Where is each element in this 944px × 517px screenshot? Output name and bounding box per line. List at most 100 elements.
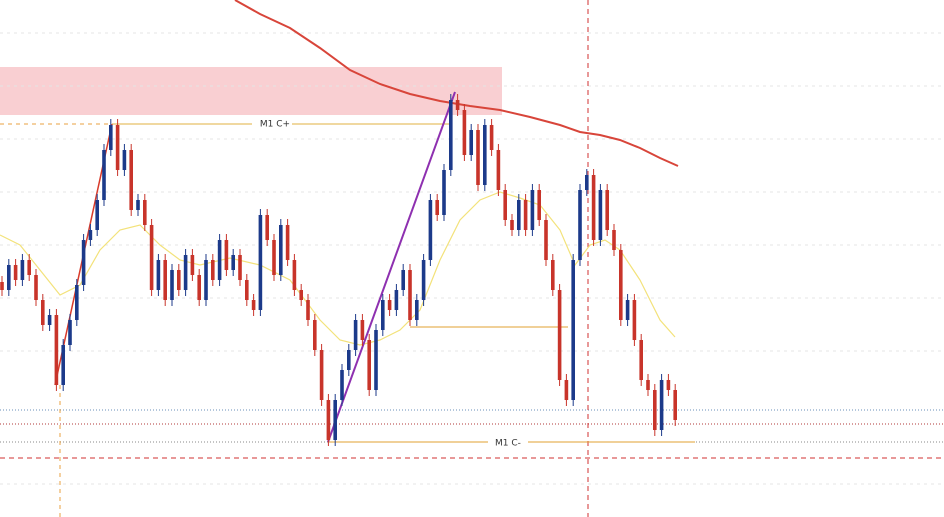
candle-body xyxy=(75,285,79,320)
candle-body xyxy=(115,125,120,170)
candle-body xyxy=(449,100,453,170)
annotation: M1 C+ xyxy=(260,120,290,130)
candle-body xyxy=(306,300,310,320)
candle-body xyxy=(143,200,147,225)
candle-body xyxy=(598,190,603,240)
label-bg xyxy=(488,436,528,448)
candle-body xyxy=(387,300,392,310)
candle-body xyxy=(578,190,582,260)
candle-body xyxy=(326,400,331,440)
candle-body xyxy=(231,255,235,270)
candle-body xyxy=(238,255,242,280)
candle-body xyxy=(415,300,419,320)
candle-body xyxy=(224,240,229,270)
candle-body xyxy=(551,260,555,290)
candle-body xyxy=(523,200,528,230)
candle-body xyxy=(462,110,467,155)
candle-body xyxy=(619,250,623,320)
candle-body xyxy=(279,225,283,275)
candle-body xyxy=(666,380,671,390)
candle-body xyxy=(299,290,303,300)
candle-body xyxy=(435,200,439,215)
candle-body xyxy=(285,225,290,260)
candle-body xyxy=(81,240,86,285)
candle-body xyxy=(537,190,541,220)
candle-body xyxy=(20,260,25,280)
candle-body xyxy=(428,200,433,260)
candle-body xyxy=(673,390,677,420)
candle-body xyxy=(564,380,569,400)
candle-body xyxy=(34,275,38,300)
candle-body xyxy=(605,190,609,230)
label-bg xyxy=(252,118,292,130)
candle-body xyxy=(272,240,276,275)
candle-body xyxy=(190,255,195,275)
candle-body xyxy=(251,300,256,310)
candle-body xyxy=(639,340,643,380)
candle-body xyxy=(517,200,521,230)
candle-body xyxy=(170,270,174,300)
candle-body xyxy=(129,150,133,210)
candle-body xyxy=(455,100,460,110)
candle-body xyxy=(54,315,59,385)
candle-body xyxy=(122,150,127,170)
candle-body xyxy=(265,215,269,240)
candle-body xyxy=(68,320,72,345)
candle-body xyxy=(408,270,412,320)
candle-body xyxy=(149,225,154,290)
candle-body xyxy=(374,330,378,390)
candle-body xyxy=(503,190,507,220)
grid xyxy=(0,32,944,485)
candle-body xyxy=(401,270,405,290)
annotation: M1 C- xyxy=(495,439,521,449)
candle-body xyxy=(483,125,487,185)
supply-zone xyxy=(0,67,502,115)
candle-body xyxy=(183,255,188,290)
candle-body xyxy=(163,260,167,300)
candle-body xyxy=(625,300,630,320)
candle-body xyxy=(109,125,113,150)
candle-body xyxy=(591,175,596,240)
candle-body xyxy=(13,265,18,280)
candle-body xyxy=(381,300,385,330)
candle-body xyxy=(659,380,664,430)
candle-body xyxy=(612,230,616,250)
candle-body xyxy=(347,350,351,370)
candle-body xyxy=(136,200,140,210)
candle-body xyxy=(476,130,480,185)
candle-body xyxy=(653,390,657,430)
candle-body xyxy=(557,290,562,380)
candle-body xyxy=(469,130,473,155)
candle-body xyxy=(530,190,535,230)
candle-body xyxy=(544,220,548,260)
candle-body xyxy=(245,280,249,300)
candle-body xyxy=(292,260,297,290)
candle-body xyxy=(88,230,93,240)
candle-body xyxy=(394,290,399,310)
candle-body xyxy=(353,320,358,350)
candle-body xyxy=(646,380,650,390)
candle-body xyxy=(489,125,494,150)
candle-body xyxy=(7,265,11,290)
candle-body xyxy=(156,260,161,290)
candle-body xyxy=(360,320,365,340)
candle-body xyxy=(571,260,575,400)
moving-average xyxy=(234,0,679,167)
candle-body xyxy=(0,282,4,290)
candle-body xyxy=(258,215,263,310)
candle-body xyxy=(510,220,514,230)
candle-body xyxy=(204,260,208,300)
candle-body xyxy=(632,300,637,340)
candle-body xyxy=(340,370,344,400)
candle-body xyxy=(319,350,324,400)
candle-body xyxy=(496,150,501,190)
candle-body xyxy=(27,260,31,275)
candle-body xyxy=(313,320,317,350)
swing-line xyxy=(327,91,456,443)
candle-body xyxy=(61,345,65,385)
candle-body xyxy=(47,315,52,325)
candle-body xyxy=(177,270,181,290)
candle-body xyxy=(333,400,337,440)
candle-body xyxy=(367,340,371,390)
